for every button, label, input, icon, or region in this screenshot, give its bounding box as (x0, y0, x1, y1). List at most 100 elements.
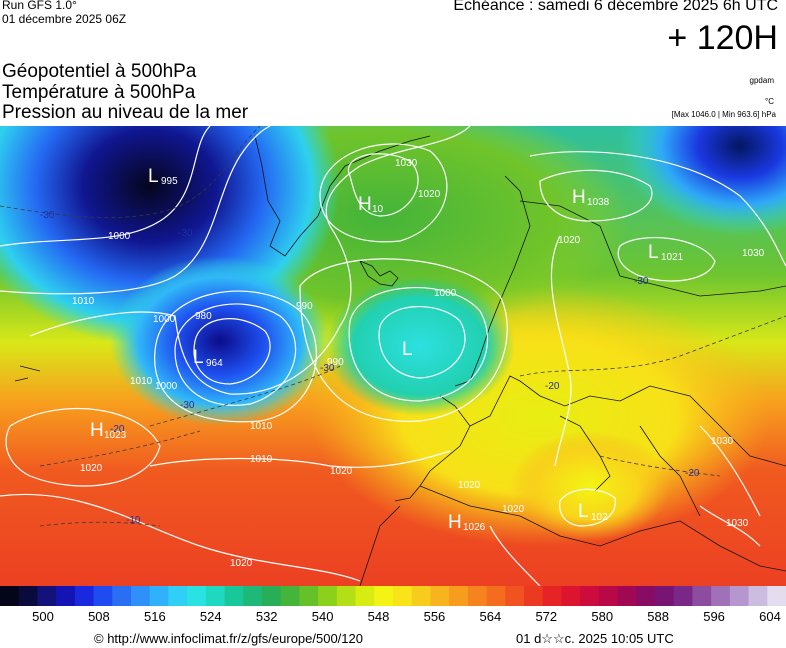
temp-label: -30 (320, 363, 335, 374)
temp-label: -30 (180, 400, 195, 411)
scale-swatch (580, 586, 600, 606)
scale-swatch (318, 586, 338, 606)
scale-swatch (505, 586, 525, 606)
scale-swatch (336, 586, 357, 606)
scale-swatch (542, 586, 563, 606)
scale-tick-label: 532 (255, 609, 278, 624)
isotherms (0, 126, 786, 527)
scale-tick-label: 524 (199, 609, 222, 624)
scale-swatch (430, 586, 450, 606)
credit-url: © http://www.infoclimat.fr/z/gfs/europe/… (94, 631, 363, 646)
low-center-greenland: L 995 (148, 166, 178, 187)
lead-time: + 120H (667, 19, 778, 57)
low-letter: L (193, 347, 204, 368)
isobar-label: 1000 (155, 381, 178, 392)
run-date: 01 décembre 2025 06Z (2, 12, 127, 26)
scale-swatch (280, 586, 301, 606)
scale-swatch (56, 586, 76, 606)
scale-swatch (729, 586, 750, 606)
high-letter: H (90, 420, 104, 441)
isobar-label: 1020 (230, 558, 253, 569)
scale-swatch (411, 586, 432, 606)
color-scale-ticks: 500 508 516 524 532 540 548 556 564 572 580 588 596 6… (0, 609, 786, 629)
isobar-label: 1000 (434, 288, 457, 299)
high-letter: H (572, 187, 586, 208)
temp-label: -30 (40, 210, 55, 221)
scale-swatch (224, 586, 244, 606)
high-center-scandinavia: H 1038 (572, 187, 610, 208)
isobar-label: 1030 (395, 158, 418, 169)
low-center-mediterranean: L 102 (578, 501, 608, 523)
scale-swatch (748, 586, 768, 606)
temp-label: -20 (685, 468, 700, 479)
scale-swatch (149, 586, 170, 606)
scale-swatch (131, 586, 151, 606)
scale-swatch (355, 586, 375, 606)
scale-swatch (636, 586, 656, 606)
isobar-label: 990 (327, 357, 344, 368)
low-letter: L (578, 501, 589, 522)
isobar-label: 1020 (502, 504, 525, 515)
cold-pool-north-sea (325, 276, 515, 416)
scale-tick-label: 548 (367, 609, 390, 624)
low-letter: L (148, 166, 159, 187)
isobar-label: 1020 (80, 463, 103, 474)
title-pressure: Pression au niveau de la mer (2, 102, 249, 123)
cold-pool-northeast (620, 126, 786, 236)
high-value: 1026 (463, 522, 486, 533)
high-center-azores: H 1023 (90, 420, 127, 441)
low-center-russia: L 1021 (648, 242, 684, 263)
scale-swatch (673, 586, 694, 606)
color-scale (0, 586, 786, 606)
scale-swatch (524, 586, 544, 606)
scale-swatch (37, 586, 57, 606)
scale-swatch (18, 586, 39, 606)
scale-swatch (692, 586, 712, 606)
scale-swatch (0, 586, 20, 606)
scale-swatch (467, 586, 488, 606)
pressure-centers: L 995 H 10 H 1038 L 1021 L 964 L H 1023 … (90, 166, 684, 533)
low-center-atlantic: L 964 (193, 347, 223, 369)
generated-date: 01 d☆☆c. 2025 10:05 UTC (516, 631, 674, 646)
scale-swatch (486, 586, 506, 606)
high-center-north-africa: H 1026 (448, 512, 486, 533)
isobar-label: 1010 (250, 454, 273, 465)
scale-swatch (561, 586, 581, 606)
unit-geopotential: gpdam (749, 76, 774, 85)
scale-swatch (655, 586, 675, 606)
low-value: 102 (591, 512, 608, 523)
isobar-label: 1010 (72, 296, 95, 307)
isobar-label: 1010 (250, 421, 273, 432)
high-center-iceland: H 10 (358, 194, 384, 215)
scale-tick-label: 604 (759, 609, 781, 624)
scale-tick-label: 580 (591, 609, 614, 624)
scale-tick-label: 572 (535, 609, 558, 624)
isobar-label: 1010 (130, 376, 153, 387)
scale-tick-label: 556 (423, 609, 446, 624)
scale-swatch (262, 586, 282, 606)
scale-tick-label: 500 (32, 609, 54, 624)
isobar-label: 1030 (711, 436, 734, 447)
scale-swatch (112, 586, 132, 606)
scale-swatch (711, 586, 731, 606)
scale-tick-label: 588 (647, 609, 669, 624)
isobar-label: 1020 (330, 466, 353, 477)
scale-swatch (168, 586, 188, 606)
high-value: 10 (372, 204, 384, 215)
low-value: 1021 (661, 252, 684, 263)
isobar-label: 980 (195, 311, 212, 322)
scale-swatch (74, 586, 95, 606)
low-value: 964 (206, 358, 223, 369)
scale-swatch (205, 586, 226, 606)
title-temperature: Température à 500hPa (2, 82, 196, 103)
isobar-label: 1020 (458, 480, 481, 491)
low-letter: L (648, 242, 659, 263)
temp-label: -10 (126, 515, 141, 526)
temperature-labels: -30 -30 -30 -30 -30 -20 -20 -20 -10 (40, 210, 700, 526)
pressure-min-max: [Max 1046.0 | Min 963.6] hPa (671, 110, 776, 119)
low-center-north-sea: L (402, 339, 413, 360)
scale-swatch (767, 586, 786, 606)
scale-tick-label: 516 (143, 609, 166, 624)
scale-tick-label: 540 (311, 609, 334, 624)
isobar-label: 990 (296, 301, 313, 312)
